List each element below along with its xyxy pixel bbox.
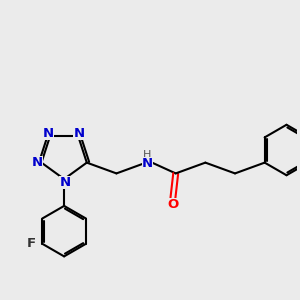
Text: N: N: [73, 127, 84, 140]
Text: N: N: [59, 176, 70, 189]
Text: H: H: [143, 150, 152, 160]
Text: O: O: [167, 198, 178, 211]
Text: N: N: [32, 156, 43, 169]
Text: N: N: [43, 127, 54, 140]
Text: F: F: [27, 237, 36, 250]
Text: N: N: [142, 157, 153, 170]
